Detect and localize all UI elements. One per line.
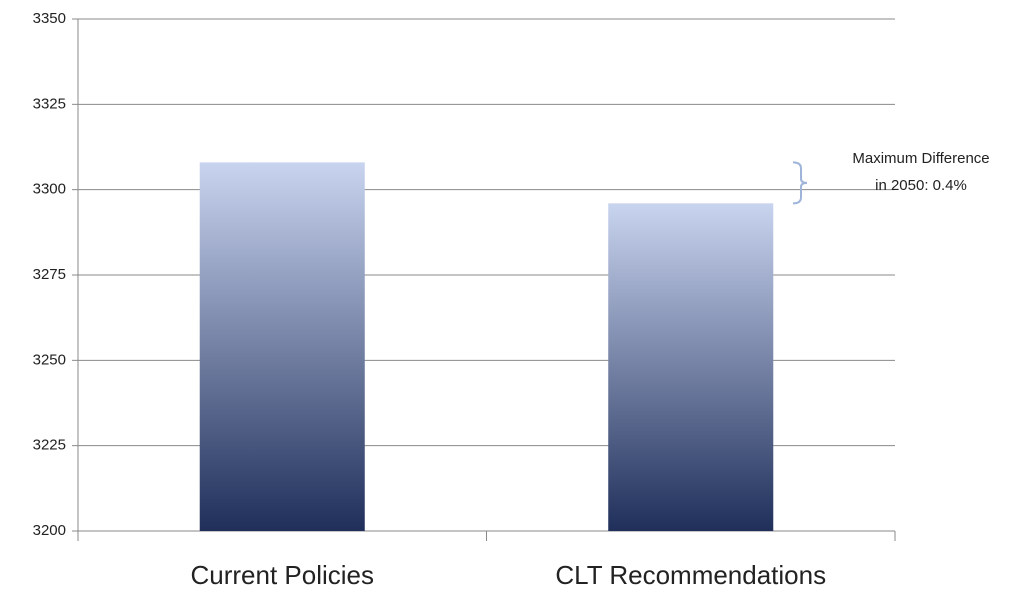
x-tick-label: CLT Recommendations [555,560,826,590]
y-tick-label: 3350 [33,10,66,27]
bracket [792,161,808,205]
y-tick-label: 3250 [33,351,66,368]
bar [199,162,365,532]
x-tick-label: Current Policies [190,560,374,590]
y-tick-label: 3275 [33,266,66,283]
bar [608,203,774,531]
y-tick-label: 3225 [33,437,66,454]
y-tick-label: 3200 [33,522,66,539]
y-tick-label: 3325 [33,95,66,112]
annotation: Maximum Difference [852,150,989,167]
y-tick-label: 3300 [33,181,66,198]
annotation: in 2050: 0.4% [875,177,967,194]
